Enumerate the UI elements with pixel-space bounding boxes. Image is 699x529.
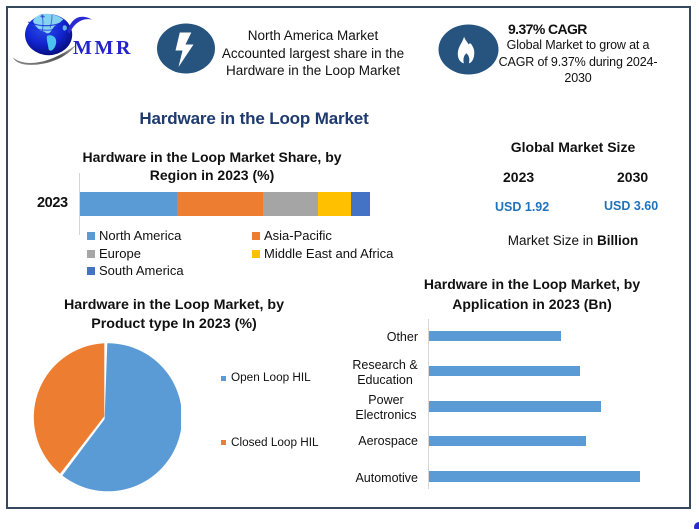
svg-text:MMR: MMR	[73, 37, 133, 59]
